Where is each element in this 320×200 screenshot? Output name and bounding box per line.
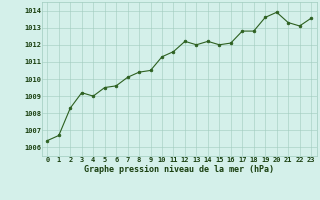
X-axis label: Graphe pression niveau de la mer (hPa): Graphe pression niveau de la mer (hPa) — [84, 165, 274, 174]
